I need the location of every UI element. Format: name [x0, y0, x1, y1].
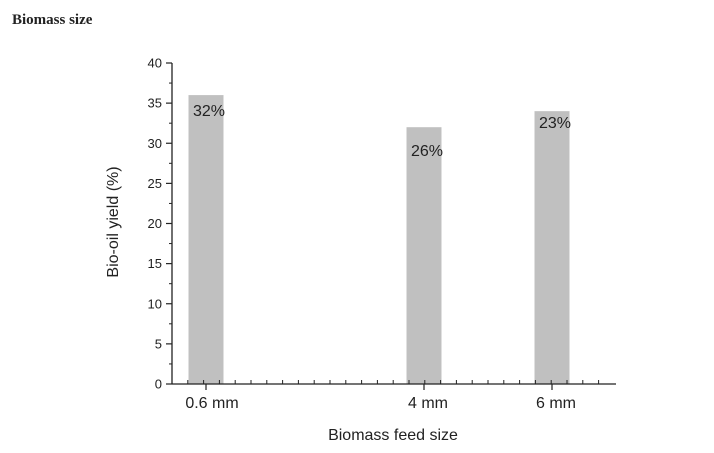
- y-tick-label: 0: [155, 377, 162, 392]
- x-category-label: 0.6 mm: [185, 395, 238, 412]
- bar-1: [406, 127, 442, 384]
- bars-layer: [188, 95, 570, 385]
- y-tick-label: 10: [148, 296, 162, 311]
- bar-data-label: 26%: [411, 143, 443, 160]
- bar-2: [534, 111, 570, 385]
- section-heading: Biomass size: [12, 12, 93, 28]
- labels-layer: 0 5 10 15 20 25 30 35 40 0.6 mm 4 mm 6 mm 32% 26% 23%: [148, 56, 576, 413]
- y-axis-title: Bio-oil yield (%): [105, 166, 122, 277]
- bar-data-label: 32%: [193, 103, 225, 120]
- axes-layer: [166, 62, 616, 390]
- bar-data-label: 23%: [539, 115, 571, 132]
- y-tick-label: 30: [148, 136, 162, 151]
- y-tick-label: 15: [148, 256, 162, 271]
- y-tick-label: 20: [148, 216, 162, 231]
- x-axis-title: Biomass feed size: [328, 427, 458, 444]
- y-tick-label: 5: [155, 336, 162, 351]
- y-tick-label: 25: [148, 176, 162, 191]
- bar-0: [188, 95, 224, 384]
- y-tick-label: 40: [148, 56, 162, 71]
- y-tick-label: 35: [148, 96, 162, 111]
- x-category-label: 4 mm: [408, 395, 448, 412]
- x-category-label: 6 mm: [536, 395, 576, 412]
